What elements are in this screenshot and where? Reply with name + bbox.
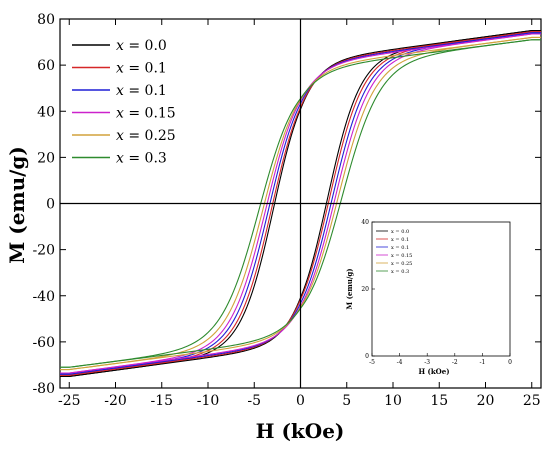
y-tick-label: -60 <box>32 335 55 351</box>
inset-axis-ticks: -5 -4 -3 -2 -1 0 0 20 40 <box>361 219 512 366</box>
y-tick-label: -20 <box>32 243 55 259</box>
legend-value: = 0.25 <box>124 128 176 144</box>
inset-x-tick-label: -1 <box>479 359 485 366</box>
inset-x-axis-title: H (kOe) <box>418 367 449 376</box>
y-tick-label: 0 <box>46 197 55 213</box>
y-tick-label: 80 <box>37 12 55 28</box>
x-tick-label: 0 <box>296 393 305 409</box>
legend-value: = 0.1 <box>124 83 167 99</box>
y-tick-label: 40 <box>37 104 55 120</box>
x-tick-label: 15 <box>430 393 448 409</box>
x-tick-label: -25 <box>58 393 81 409</box>
main-zero-axes <box>60 19 541 388</box>
x-tick-label: 5 <box>342 393 351 409</box>
x-tick-label: 20 <box>477 393 495 409</box>
y-tick-label: -40 <box>32 289 55 305</box>
legend-value: = 0.3 <box>124 151 167 167</box>
inset-x-tick-label: -2 <box>452 359 458 366</box>
legend-label: x = 0.1 <box>116 83 167 99</box>
inset-x-tick-label: 0 <box>508 359 512 366</box>
legend-variable: x <box>116 106 124 122</box>
inset-plot: -5 -4 -3 -2 -1 0 0 20 40 H (kOe) M (emu/g) x = 0… <box>345 219 512 376</box>
legend-label: x = 0.15 <box>116 106 176 122</box>
inset-legend: x = 0.0 x = 0.1 x = 0.1 x = 0.15 x = 0.25 x =… <box>376 229 412 275</box>
legend-variable: x <box>116 151 124 167</box>
inset-legend-label: x = 0.1 <box>391 245 409 251</box>
x-tick-label: -5 <box>247 393 261 409</box>
legend-variable: x <box>116 61 124 77</box>
x-axis-title: H (kOe) <box>256 419 345 443</box>
inset-y-tick-label: 40 <box>361 219 369 226</box>
inset-legend-label: x = 0.15 <box>391 253 412 259</box>
inset-plot-frame <box>371 221 511 357</box>
x-tick-label: -20 <box>104 393 127 409</box>
legend-variable: x <box>116 128 124 144</box>
x-tick-label: -10 <box>197 393 220 409</box>
inset-y-tick-label: 20 <box>361 286 369 293</box>
inset-legend-label: x = 0.25 <box>391 261 412 267</box>
legend-value: = 0.15 <box>124 106 176 122</box>
x-tick-label: 25 <box>523 393 541 409</box>
x-tick-label: 10 <box>384 393 402 409</box>
legend-label: x = 0.1 <box>116 61 167 77</box>
legend-variable: x <box>116 38 124 54</box>
inset-legend-label: x = 0.0 <box>391 229 409 235</box>
inset-y-tick-label: 0 <box>365 353 369 360</box>
inset-x-tick-label: -3 <box>424 359 430 366</box>
inset-legend-label: x = 0.3 <box>391 269 409 275</box>
inset-x-tick-label: -4 <box>397 359 403 366</box>
y-tick-label: 20 <box>37 150 55 166</box>
legend-value: = 0.1 <box>124 61 167 77</box>
legend-label: x = 0.3 <box>116 151 167 167</box>
legend-variable: x <box>116 83 124 99</box>
y-tick-label: -80 <box>32 381 55 397</box>
y-tick-label: 60 <box>37 58 55 74</box>
inset-y-axis-title: M (emu/g) <box>345 268 354 309</box>
legend-box <box>66 33 162 175</box>
legend-label: x = 0.0 <box>116 38 167 54</box>
inset-x-tick-label: -5 <box>369 359 375 366</box>
legend: x = 0.0x = 0.1x = 0.1x = 0.15x = 0.25x =… <box>66 33 176 175</box>
y-axis-title: M (emu/g) <box>5 146 29 264</box>
legend-value: = 0.0 <box>124 38 167 54</box>
legend-label: x = 0.25 <box>116 128 176 144</box>
inset-legend-label: x = 0.1 <box>391 237 409 243</box>
x-tick-label: -15 <box>150 393 173 409</box>
